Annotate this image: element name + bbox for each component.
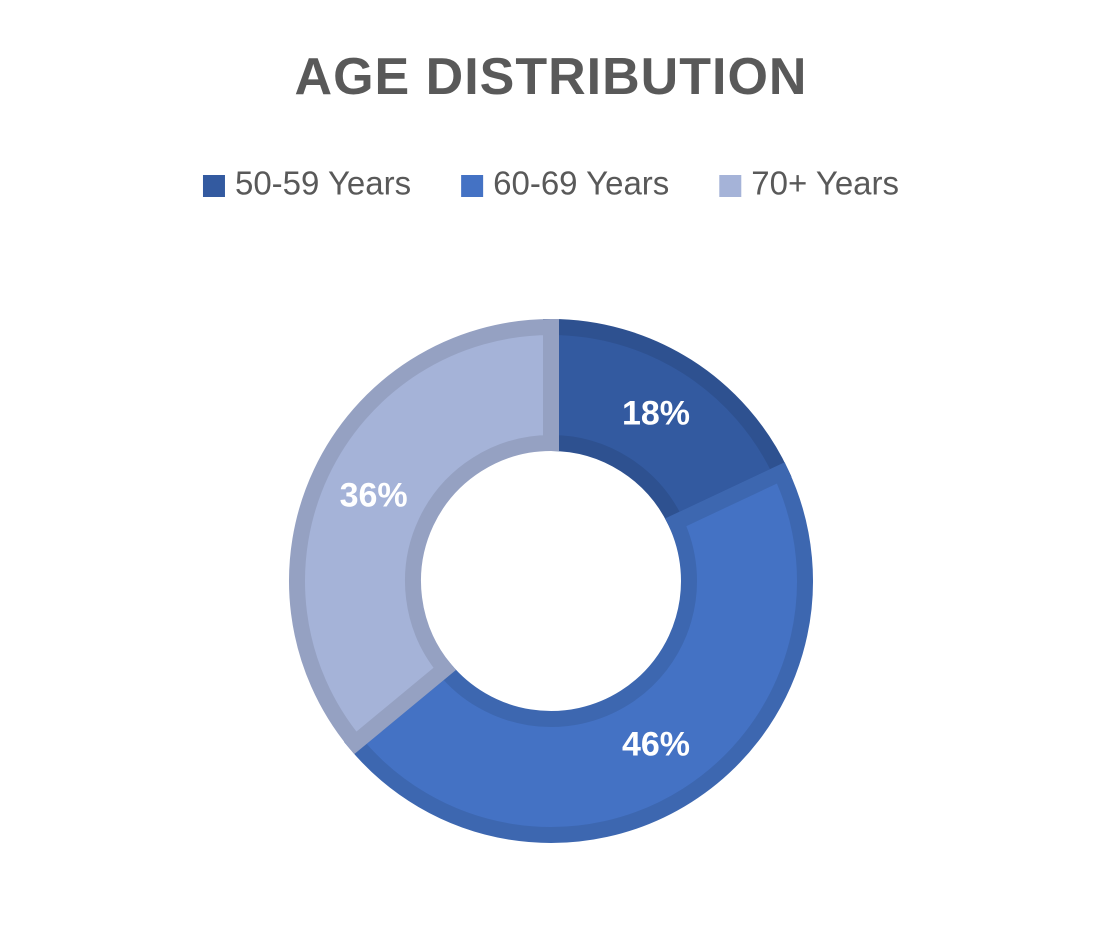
legend: 50-59 Years 60-69 Years 70+ Years (202, 165, 899, 202)
legend-text: 50-59 Years (235, 165, 411, 202)
legend-text: 60-69 Years (493, 165, 669, 202)
legend-item: 60-69 Years (461, 165, 669, 202)
legend-swatch (719, 175, 742, 197)
value-label: 46% (622, 725, 690, 763)
donut-slice (543, 318, 792, 533)
legend-swatch (461, 175, 484, 197)
donut (289, 318, 813, 843)
legend-text: 70+ Years (751, 165, 899, 202)
value-label: 18% (622, 394, 690, 432)
chart-title: AGE DISTRIBUTION (295, 48, 808, 106)
value-labels: 18% 46% 36% (340, 394, 690, 763)
donut-slice (289, 318, 559, 755)
legend-swatch (202, 175, 225, 197)
legend-item: 70+ Years (719, 165, 899, 202)
donut-slice (344, 462, 813, 843)
value-label: 36% (340, 477, 408, 515)
legend-item: 50-59 Years (202, 165, 411, 202)
